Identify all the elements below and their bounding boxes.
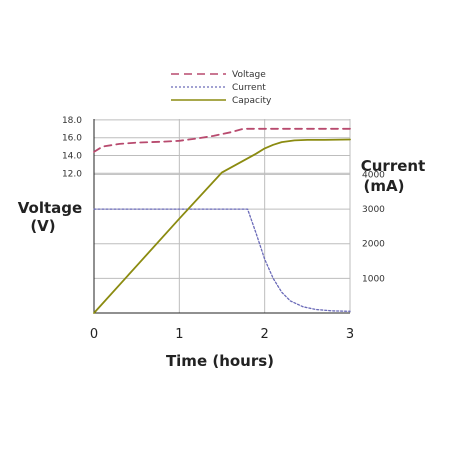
right-tick-label-0: 4000 [362, 170, 385, 180]
right-tick-label-3: 1000 [362, 274, 385, 284]
left-tick-label-3: 12.0 [62, 169, 82, 179]
series-line-current [93, 208, 351, 312]
legend-label-current: Current [232, 83, 266, 93]
right-axis-title-line2: (mA) [364, 177, 405, 195]
gridlines [94, 119, 351, 313]
x-tick-label-1: 1 [175, 327, 183, 342]
legend: Voltage Current Capacity [171, 70, 272, 106]
right-tick-label-2: 2000 [362, 240, 385, 250]
right-tick-label-1: 3000 [362, 205, 385, 215]
legend-label-capacity: Capacity [232, 96, 272, 106]
x-tick-label-0: 0 [90, 327, 98, 342]
left-axis-title-line1: Voltage [18, 199, 82, 217]
left-tick-label-0: 18.0 [62, 116, 82, 126]
left-tick-label-2: 14.0 [62, 151, 82, 161]
x-axis-title: Time (hours) [166, 352, 274, 370]
legend-label-voltage: Voltage [232, 70, 266, 80]
series-group [93, 127, 351, 314]
left-axis-title-line2: (V) [30, 217, 55, 235]
x-tick-label-3: 3 [346, 327, 354, 342]
series-line-voltage [93, 127, 351, 153]
series-line-capacity [93, 138, 351, 314]
right-axis-title-line1: Current [361, 157, 426, 175]
tick-labels: 18.0 16.0 14.0 12.0 4000 3000 2000 1000 0 1 2 3 [62, 116, 385, 342]
left-tick-label-1: 16.0 [62, 134, 82, 144]
x-tick-label-2: 2 [261, 327, 269, 342]
